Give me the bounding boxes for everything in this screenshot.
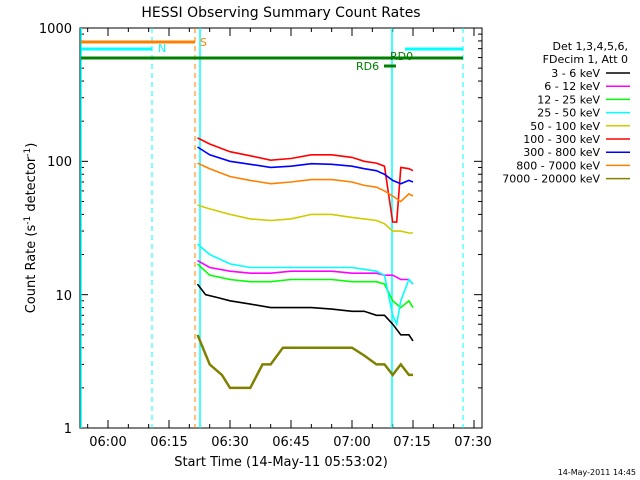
- tick-marks: [80, 27, 482, 429]
- series-line-25to50keV-kev: [196, 243, 414, 327]
- legend-entry-label: 12 - 25 keV: [537, 93, 600, 106]
- series-line-6to12keV-kev: [197, 259, 414, 285]
- rd0-label: RD0: [390, 50, 413, 63]
- legend-entry-label: 100 - 300 keV: [523, 133, 600, 146]
- series-line-7000to20000keV-kev: [196, 334, 413, 390]
- legend-entry-label: 25 - 50 keV: [537, 107, 600, 120]
- x-tick-label: 06:30: [211, 435, 248, 450]
- x-axis-label: Start Time (14-May-11 05:53:02): [174, 455, 388, 470]
- flag-bars: S N RD0 RD6: [81, 36, 463, 73]
- y-axis-label-mid: detector: [24, 156, 39, 216]
- x-tick-label: 07:30: [454, 435, 491, 450]
- legend-header-line: FDecim 1, Att 0: [543, 53, 628, 66]
- y-tick-label: 1: [64, 422, 72, 437]
- x-tick-label: 07:15: [393, 435, 430, 450]
- y-tick-label: 10: [55, 289, 72, 304]
- y-tick-label: 100: [47, 155, 72, 170]
- y-tick-label: 1000: [39, 22, 72, 37]
- y-axis-label: Count Rate (s-1 detector-1): [23, 143, 39, 314]
- legend-entry-label: 7000 - 20000 keV: [502, 173, 600, 186]
- y-ticks: 1 10 100 1000: [39, 22, 72, 437]
- x-tick-label: 07:00: [333, 435, 370, 450]
- x-tick-label: 06:15: [150, 435, 187, 450]
- series-line-12to25keV-kev: [196, 263, 414, 309]
- y-axis-label-end: ): [24, 143, 39, 148]
- legend-header-line: Det 1,3,4,5,6,: [552, 40, 628, 53]
- saa-label: S: [200, 36, 207, 49]
- series-line-3to6keV-kev: [196, 283, 414, 342]
- legend-entry-label: 50 - 100 keV: [530, 120, 600, 133]
- legend-entry-label: 300 - 800 keV: [523, 146, 600, 159]
- x-tick-label: 06:45: [272, 435, 309, 450]
- series-layer: [196, 137, 414, 390]
- y-axis-label-sup2: -1: [23, 148, 33, 157]
- chart-title: HESSI Observing Summary Count Rates: [141, 5, 420, 21]
- series-line-300to800keV-kev: [197, 146, 414, 185]
- series-line-50to100keV-kev: [197, 204, 413, 234]
- series-line-100to300keV-kev: [197, 137, 414, 223]
- legend-entry-label: 6 - 12 keV: [544, 80, 600, 93]
- series-line-800to7000keV-kev: [197, 162, 414, 203]
- plot-frame: [79, 27, 483, 429]
- rd6-label: RD6: [356, 60, 379, 73]
- night-label: N: [158, 42, 166, 55]
- legend: Det 1,3,4,5,6, FDecim 1, Att 0 3 - 6 keV…: [502, 40, 630, 186]
- legend-entry-label: 3 - 6 keV: [551, 67, 600, 80]
- reference-lines: [80, 28, 464, 428]
- x-tick-label: 06:00: [89, 435, 126, 450]
- timestamp: 14-May-2011 14:45: [558, 468, 636, 477]
- x-ticks: 06:00 06:15 06:30 06:45 07:00 07:15 07:3…: [89, 435, 491, 450]
- y-axis-label-main: Count Rate (s: [24, 225, 39, 314]
- legend-entry-label: 800 - 7000 keV: [516, 159, 600, 172]
- y-axis-label-sup1: -1: [23, 216, 33, 225]
